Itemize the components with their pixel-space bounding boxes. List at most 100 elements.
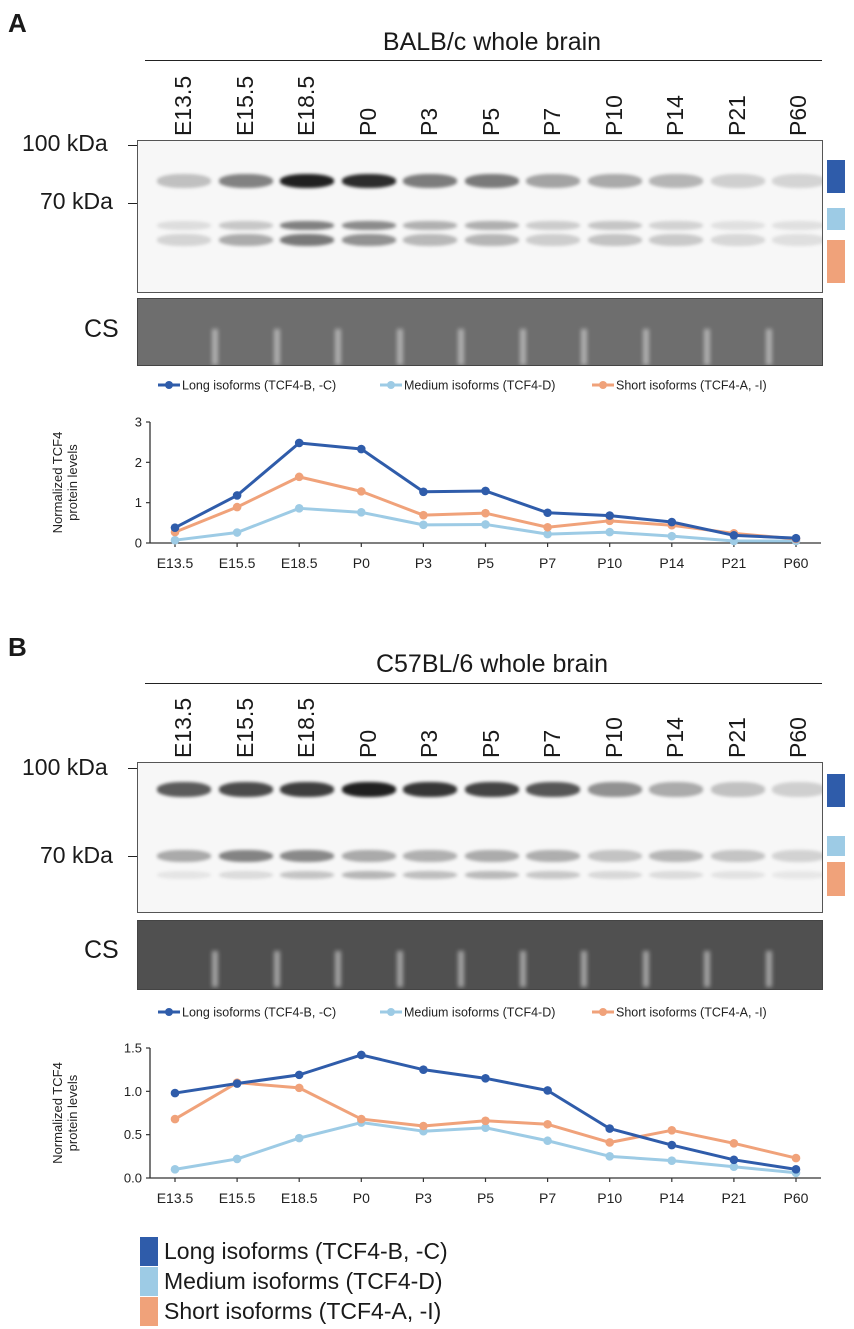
chart-data-point [543,1086,552,1095]
panel-a-lane-label: P14 [662,95,688,136]
chart-data-point [729,1139,739,1148]
chart-data-point [791,1165,801,1174]
panel-a-lane-label: E18.5 [293,75,319,136]
panel-a-mw-100-tick [128,145,138,146]
panel-b-cs-lane-gap [642,951,649,987]
panel-a-blot-band [649,221,703,230]
chart-data-point [294,1070,304,1080]
key-row-short: Short isoforms (TCF4-A, -I) [140,1296,448,1326]
chart-data-point [481,1074,490,1083]
chart-y-tick-label: 0.5 [124,1127,142,1142]
panel-b-cs-lane-gap [704,951,710,987]
chart-data-point [232,1154,242,1164]
panel-b-blot-band [772,850,822,862]
chart-y-tick-label: 1 [135,495,142,510]
key-swatch-long [140,1236,158,1266]
panel-b-cs-lane-gap [396,951,403,987]
panel-b-cs-lane-gap [273,951,280,987]
panel-a-blot-band [403,234,457,246]
panel-b-short-marker [827,862,845,896]
panel-b-lane-label: P0 [354,729,381,758]
chart-data-point [294,438,304,448]
chart-x-tick-label: P7 [539,1190,556,1205]
panel-a-blot-band [218,221,273,230]
chart-legend-label: Long isoforms (TCF4-B, -C) [182,1006,336,1020]
chart-x-tick-label: P14 [659,1190,684,1205]
panel-a-cs-lane-gap [458,329,464,365]
panel-b-blot-band [157,782,211,797]
panel-b-blot-band [587,850,642,862]
chart-legend-label: Medium isoforms (TCF4-D) [404,1006,555,1020]
panel-b-lane-label: P14 [662,717,688,758]
panel-a-short-marker [827,240,845,283]
panel-a-lane-label: P21 [723,95,750,136]
chart-x-tick-label: P0 [353,1190,370,1205]
panel-b-blot-band [341,871,396,879]
panel-a-title-rule [145,60,822,61]
chart-x-tick-label: P5 [477,555,494,571]
chart-data-point [481,1116,490,1126]
chart-data-point [357,444,366,454]
chart-y-tick-label: 2 [135,455,142,470]
panel-b-blot-band [587,871,642,879]
panel-a-blot-band [710,234,765,246]
chart-x-tick-label: P10 [597,555,622,571]
chart-data-point [419,520,428,530]
panel-a-cs-lane-gap [519,329,526,365]
panel-a-blot-band [587,174,642,188]
panel-b-blot-band [772,782,822,797]
chart-data-point [543,508,552,518]
chart-x-tick-label: P3 [415,1190,432,1205]
panel-a-blot-band [710,174,765,188]
panel-b-blot-band [649,850,703,862]
panel-a-western-blot [137,140,823,293]
chart-data-point [481,508,490,518]
chart-data-point [357,1114,366,1124]
panel-b-medium-marker [827,836,845,856]
panel-b-blot-band [710,850,765,862]
chart-x-tick-label: P21 [721,1190,746,1205]
panel-b-lane-label: P5 [477,729,504,758]
chart-data-point [605,1138,614,1147]
key-label-short: Short isoforms (TCF4-A, -I) [164,1297,442,1324]
panel-b-lane-label: E13.5 [170,697,196,758]
chart-x-tick-label: P7 [539,555,556,571]
panel-b-blot-band [710,782,765,797]
panel-a-mw-70-tick [128,203,138,204]
panel-b-line-chart: Long isoforms (TCF4-B, -C) Medium isoform… [50,1006,821,1205]
chart-data-point [232,491,242,500]
chart-data-point [419,510,428,520]
panel-a-blot-band [710,221,765,230]
chart-y-axis-label: protein levels [65,1074,80,1151]
panel-a-long-marker [827,160,845,193]
panel-a-blot-band [341,234,396,246]
panel-a-lane-label: P10 [600,95,627,136]
chart-data-point [357,508,366,517]
panel-b-title-rule [145,683,822,684]
panel-a-cs-lane-gap [212,329,218,365]
panel-a-coomassie-stain [137,298,823,366]
chart-data-point [170,1114,180,1124]
panel-a-letter: A [8,8,27,38]
chart-x-tick-label: P60 [784,555,809,571]
panel-b-blot-band [649,782,703,797]
panel-a-lane-label: P5 [477,107,504,136]
panel-b-lane-label: P10 [600,717,627,758]
panel-a-blot-band [464,174,519,188]
panel-a-lane-label: P7 [539,107,565,136]
panel-b-blot-band [464,782,519,797]
chart-data-point [605,527,614,537]
chart-data-point [357,1050,366,1060]
panel-a-blot-band [649,234,703,246]
panel-b-coomassie-stain [137,920,823,990]
panel-a-blot-band [218,174,273,188]
panel-b-lane-label: P3 [416,729,442,758]
chart-y-tick-label: 0 [135,536,142,551]
panel-b-blot-band [403,850,457,862]
panel-b-letter: B [8,632,27,662]
panel-a-blot-band [403,174,457,188]
key-label-medium: Medium isoforms (TCF4-D) [164,1267,443,1294]
panel-a-blot-band [464,221,519,230]
chart-data-point [294,504,304,513]
chart-x-tick-label: P3 [415,555,432,571]
